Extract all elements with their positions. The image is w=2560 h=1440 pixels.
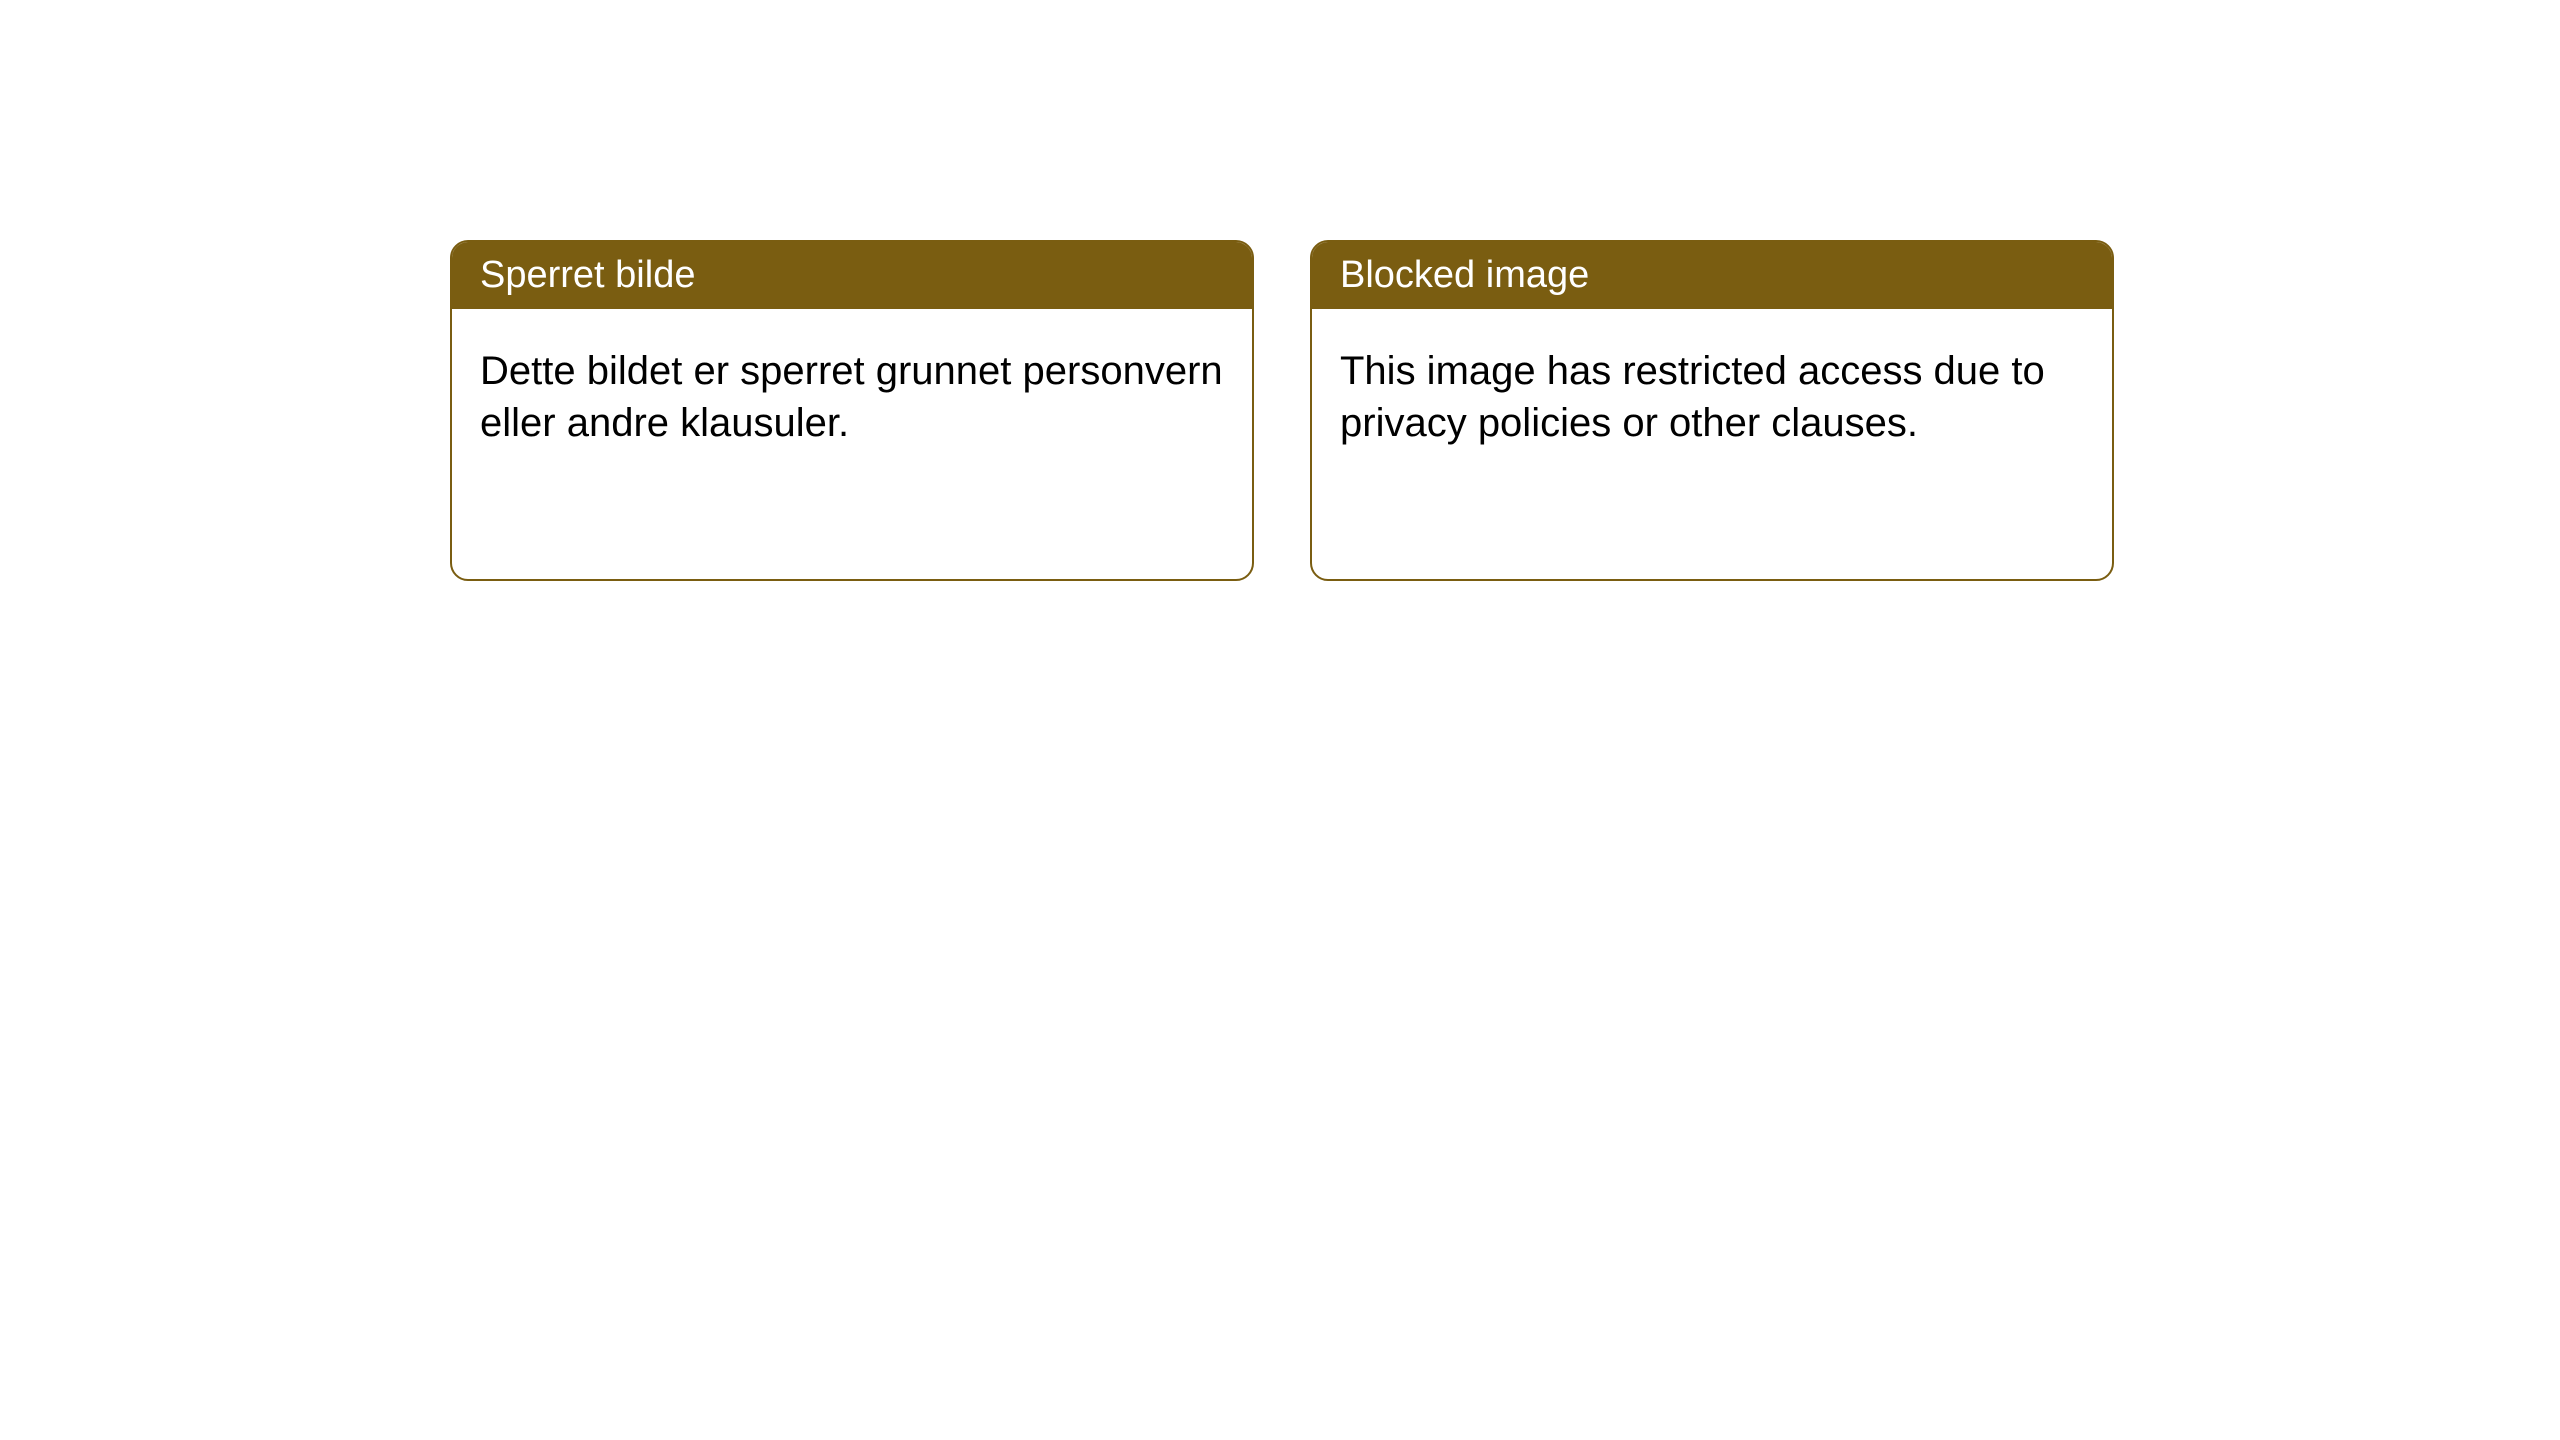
blocked-image-card-norwegian: Sperret bilde Dette bildet er sperret gr… — [450, 240, 1254, 581]
card-body-text: This image has restricted access due to … — [1340, 349, 2045, 445]
card-body-norwegian: Dette bildet er sperret grunnet personve… — [452, 309, 1252, 579]
blocked-image-card-english: Blocked image This image has restricted … — [1310, 240, 2114, 581]
card-header-english: Blocked image — [1312, 242, 2112, 309]
card-body-text: Dette bildet er sperret grunnet personve… — [480, 349, 1223, 445]
card-body-english: This image has restricted access due to … — [1312, 309, 2112, 579]
card-header-text: Sperret bilde — [480, 254, 695, 296]
card-header-text: Blocked image — [1340, 254, 1589, 296]
notice-container: Sperret bilde Dette bildet er sperret gr… — [450, 240, 2114, 581]
card-header-norwegian: Sperret bilde — [452, 242, 1252, 309]
